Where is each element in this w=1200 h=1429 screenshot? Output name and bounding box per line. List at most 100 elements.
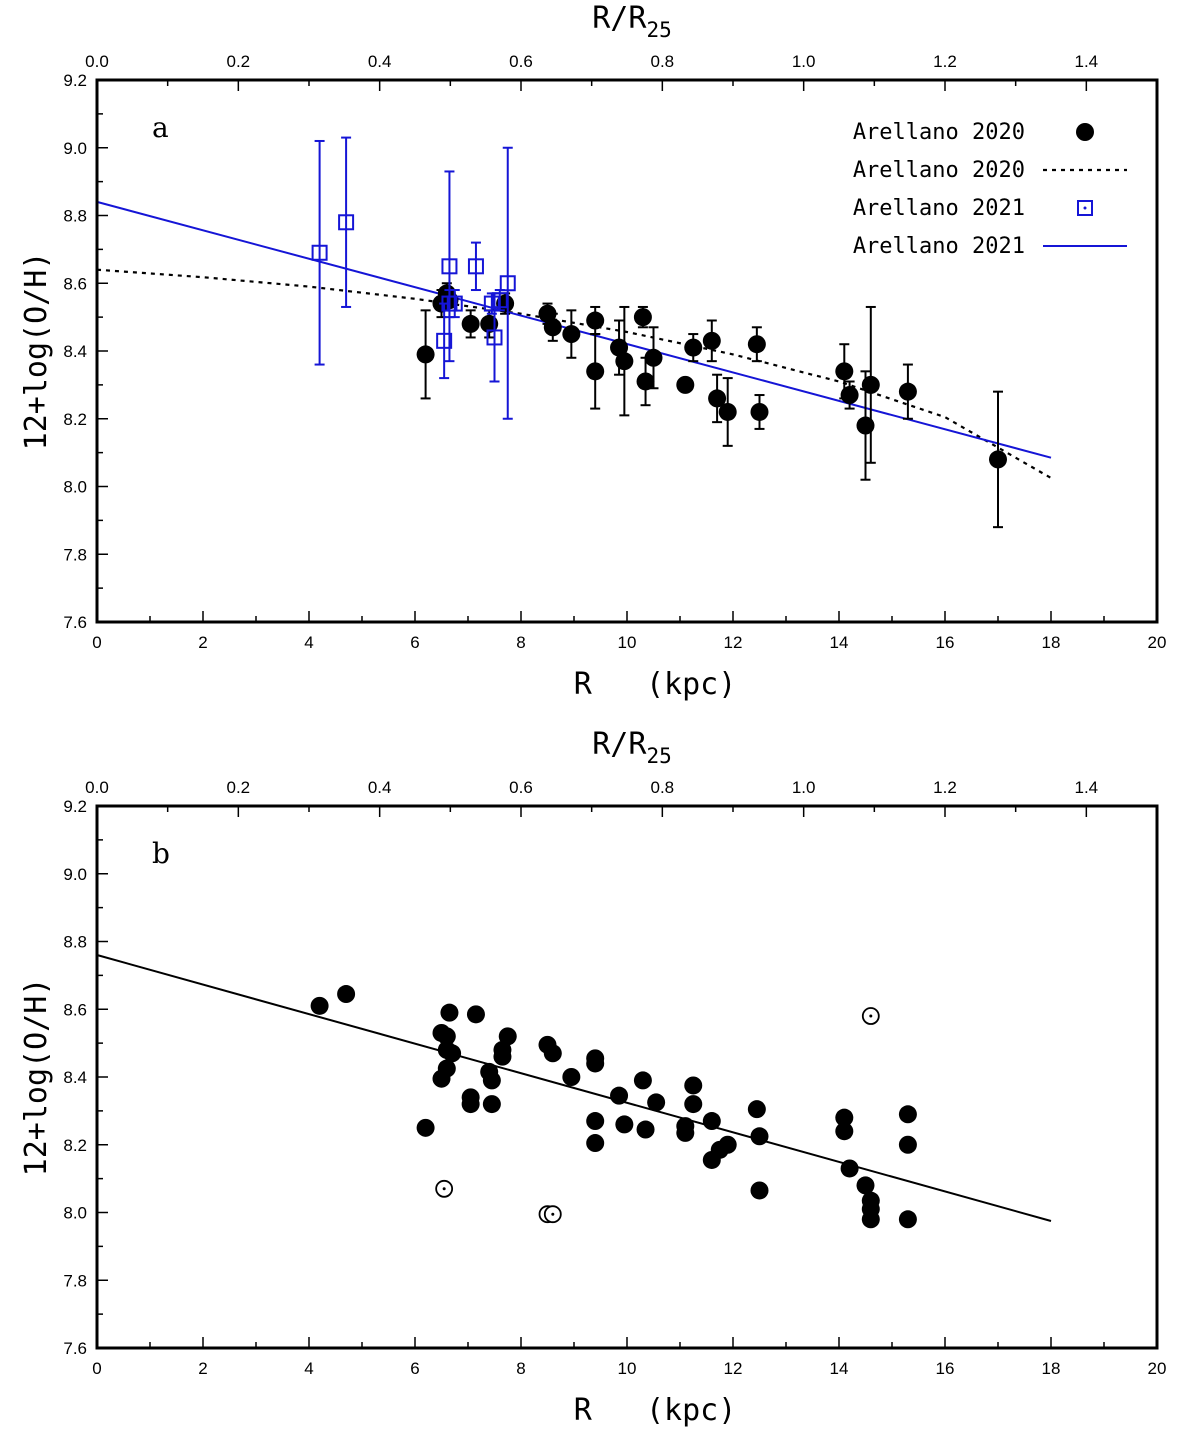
data-point <box>443 1044 462 1063</box>
legend-symbol-filled-circle <box>1076 123 1094 141</box>
data-point <box>562 325 581 344</box>
y-tick-label: 9.0 <box>63 139 87 158</box>
y-tick-label: 8.6 <box>63 274 87 293</box>
data-point <box>437 1059 456 1078</box>
x2-tick-label: 1.0 <box>792 52 816 71</box>
panel-b-x-axis-title: R (kpc) <box>574 1393 737 1428</box>
panel-b: 0 2 4 6 8 10 12 14 16 18 20 7.6 7.8 8.0 8.2 8.4 8.6 8.8 9.… <box>19 727 1166 1428</box>
data-point <box>310 996 329 1015</box>
data-point <box>633 1071 652 1090</box>
x-tick-label: 16 <box>936 1359 955 1378</box>
data-point-square <box>338 214 355 231</box>
data-point <box>440 1003 459 1022</box>
data-point <box>416 1118 435 1137</box>
data-point-square <box>311 244 328 261</box>
data-point <box>482 1071 501 1090</box>
y-tick-label: 7.8 <box>63 545 87 564</box>
panel-b-ticks <box>96 805 1158 1349</box>
y-tick-label: 8.8 <box>63 933 87 952</box>
x-tick-label: 10 <box>618 1359 637 1378</box>
panel-a-tick-labels: 0 2 4 6 8 10 12 14 16 18 20 7.6 7.8 8.0 8.2 8.4 8.6 8.8 9.… <box>63 52 1166 652</box>
panel-a-frame <box>95 78 1159 624</box>
data-point-open-dot <box>551 1212 555 1216</box>
legend-label: Arellano 2020 <box>853 120 1025 145</box>
x2-tick-label: 0.4 <box>368 778 392 797</box>
data-point <box>750 402 769 421</box>
panel-a-x-axis-title: R (kpc) <box>574 667 737 702</box>
data-point <box>610 1086 629 1105</box>
y-tick-label: 9.2 <box>63 797 87 816</box>
x-tick-label: 16 <box>936 633 955 652</box>
x-tick-label: 4 <box>304 633 313 652</box>
data-point <box>989 450 1007 469</box>
data-point <box>718 402 737 421</box>
data-point <box>615 352 634 371</box>
x-tick-label: 12 <box>724 1359 743 1378</box>
y-tick-label: 7.6 <box>63 1339 87 1358</box>
data-point-square <box>441 258 458 275</box>
panel-a-top-axis-title-subscript: 25 <box>646 18 671 42</box>
data-point <box>416 345 435 364</box>
panel-b-frame <box>95 804 1159 1350</box>
data-point-open-dot <box>869 1014 873 1018</box>
x2-tick-label: 0.2 <box>227 52 251 71</box>
x-tick-label: 6 <box>410 633 419 652</box>
data-point-square <box>436 332 453 349</box>
panel-b-fit-lines <box>96 954 1052 1222</box>
data-point <box>898 382 917 401</box>
data-point <box>644 348 663 367</box>
x-tick-label: 18 <box>1042 633 1061 652</box>
data-point <box>636 372 655 391</box>
data-point <box>840 1159 859 1178</box>
data-point <box>747 335 766 354</box>
panel-a-top-axis-title: R/R25 <box>592 1 671 42</box>
data-point <box>493 1047 512 1066</box>
legend-label: Arellano 2021 <box>853 234 1025 259</box>
data-point <box>676 375 695 394</box>
y-tick-label: 8.4 <box>63 1068 87 1087</box>
panel-b-top-axis-title-subscript: 25 <box>646 744 671 768</box>
panel-b-top-axis-title: R/R25 <box>592 727 671 768</box>
data-point <box>684 1076 703 1095</box>
data-point <box>633 308 652 327</box>
x-tick-label: 14 <box>830 633 849 652</box>
data-point <box>898 1105 917 1124</box>
data-point <box>684 1095 703 1114</box>
x2-tick-label: 1.2 <box>933 52 957 71</box>
x2-tick-label: 0.6 <box>509 778 533 797</box>
y-tick-label: 9.0 <box>63 865 87 884</box>
legend-symbol-open-square <box>1077 200 1093 216</box>
y-tick-label: 8.0 <box>63 1204 87 1223</box>
x-tick-label: 20 <box>1148 1359 1167 1378</box>
data-point <box>861 1210 880 1229</box>
data-point <box>702 1112 721 1131</box>
x2-tick-label: 1.4 <box>1075 778 1099 797</box>
solid-fit-line <box>96 954 1052 1222</box>
data-point <box>708 389 727 408</box>
data-point <box>835 1122 854 1141</box>
panel-b-y-axis-title: 12+log(O/H) <box>19 978 54 1177</box>
data-point <box>718 1135 737 1154</box>
legend-label: Arellano 2020 <box>853 158 1025 183</box>
data-point-square <box>467 258 484 275</box>
x-tick-label: 2 <box>198 1359 207 1378</box>
data-point <box>861 375 880 394</box>
x-tick-label: 14 <box>830 1359 849 1378</box>
data-point <box>586 1134 605 1153</box>
legend-label: Arellano 2021 <box>853 196 1025 221</box>
y-tick-label: 7.6 <box>63 613 87 632</box>
data-point <box>647 1093 666 1112</box>
x2-tick-label: 0.8 <box>651 778 675 797</box>
x2-tick-label: 0.8 <box>651 52 675 71</box>
data-point <box>684 338 703 357</box>
data-point-square <box>446 295 463 312</box>
x-tick-label: 4 <box>304 1359 313 1378</box>
data-point <box>543 318 562 337</box>
data-point <box>498 1027 517 1046</box>
x-tick-label: 20 <box>1148 633 1167 652</box>
data-point <box>586 1112 605 1131</box>
x2-tick-label: 0.0 <box>85 52 109 71</box>
panel-a-y-axis-title: 12+log(O/H) <box>19 252 54 451</box>
data-point <box>337 985 356 1004</box>
